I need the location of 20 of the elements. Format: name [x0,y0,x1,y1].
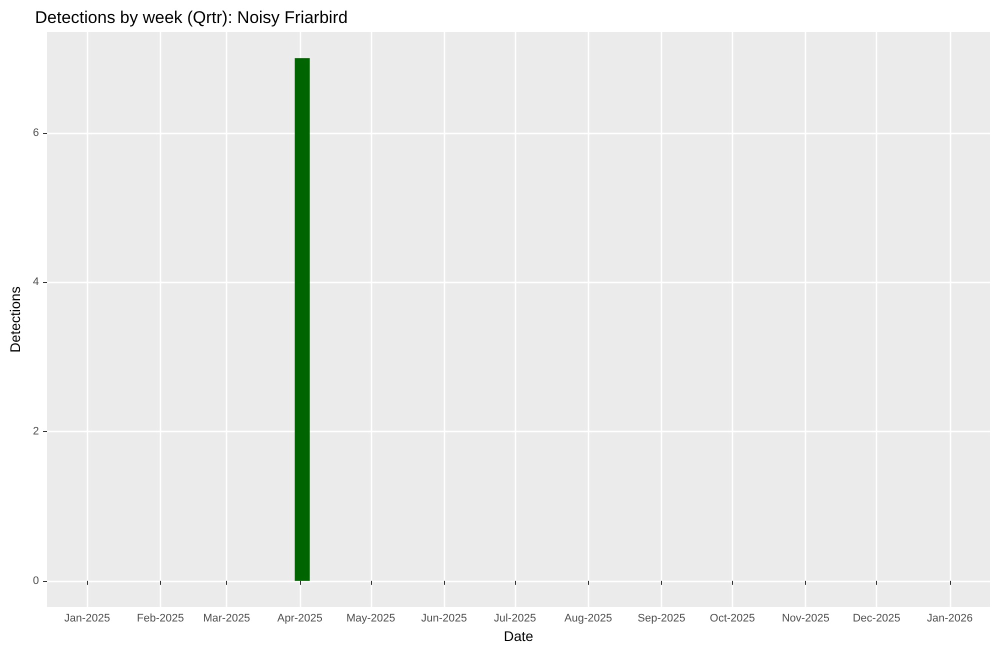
x-tick-label: Jan-2026 [926,612,973,624]
y-tick-label: 0 [32,574,40,587]
x-axis-title: Date [504,628,534,644]
x-tick-label: Nov-2025 [782,612,830,624]
x-tick-label: Jan-2025 [64,612,110,624]
y-tick-label: 4 [32,276,40,288]
chart-title: Detections by week (Qrtr): Noisy Friarbird [35,8,348,27]
x-tick-label: Aug-2025 [564,612,612,624]
x-tick-label: Jun-2025 [421,612,467,624]
x-tick-label: Jul-2025 [494,612,536,624]
x-tick-label: Sep-2025 [638,612,686,624]
x-tick-label: Oct-2025 [710,612,756,624]
x-tick-label: Apr-2025 [277,612,323,624]
y-tick-label: 2 [32,426,40,438]
x-tick-label: Dec-2025 [852,612,900,624]
x-tick-label: Feb-2025 [136,612,184,624]
y-axis-title: Detections [7,286,23,353]
y-tick-label: 6 [32,126,40,139]
x-tick-label: May-2025 [346,612,396,624]
x-tick-label: Mar-2025 [203,612,250,624]
